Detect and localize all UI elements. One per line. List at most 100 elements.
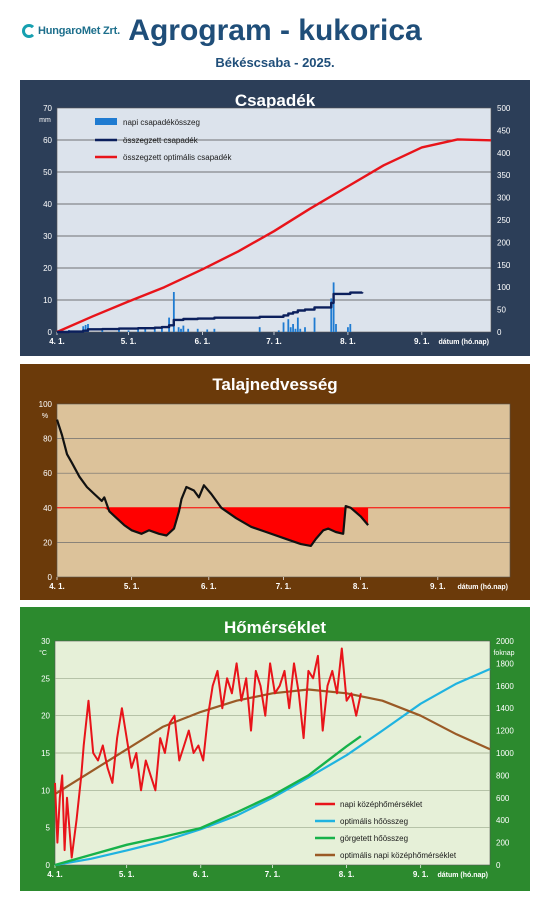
logo: HungaroMet Zrt. bbox=[22, 24, 120, 38]
rain-bar bbox=[177, 327, 180, 332]
rain-bar bbox=[347, 327, 349, 332]
soil-panel: Talajnedvesség 0 20 40 60 80 100 4. 1. 5. 1. 6. 1… bbox=[20, 364, 530, 600]
page-subtitle: Békéscsaba - 2025. bbox=[215, 55, 335, 70]
rain-plot-area bbox=[56, 107, 492, 333]
legend-label: napi középhőmérséklet bbox=[340, 800, 423, 809]
rain-title: Csapadék bbox=[235, 91, 316, 110]
optimal-heat-sum-line bbox=[54, 667, 491, 867]
rain-bar bbox=[161, 327, 163, 332]
temp-ytick-label: 20 bbox=[41, 712, 50, 721]
temp-ylabel-right: foknap bbox=[493, 650, 514, 657]
rain-ytick-right-label: 300 bbox=[497, 194, 511, 203]
temp-ytick-label: 10 bbox=[41, 786, 50, 795]
rain-ytick-label: 60 bbox=[43, 136, 52, 145]
rain-ylabel: mm bbox=[39, 117, 51, 124]
soil-xtick-label: 4. 1. bbox=[49, 582, 65, 591]
rain-bar bbox=[332, 282, 335, 332]
rain-ytick-label: 20 bbox=[43, 264, 52, 273]
rain-ytick-right-label: 350 bbox=[497, 171, 511, 180]
soil-xtick-label: 9. 1. bbox=[430, 582, 446, 591]
rain-bar bbox=[196, 328, 199, 332]
temp-ytick-label: 5 bbox=[46, 824, 51, 833]
rain-bar bbox=[258, 327, 261, 332]
rain-xtick-label: 6. 1. bbox=[195, 337, 211, 346]
rain-bar bbox=[292, 324, 294, 332]
temp-xtick-label: 5. 1. bbox=[119, 870, 135, 879]
rain-ytick-label: 10 bbox=[43, 296, 52, 305]
rain-bar bbox=[144, 328, 147, 332]
rain-bar bbox=[206, 329, 209, 332]
temp-panel: Hőmérséklet 0 5 10 15 20 25 30 0 200 400 600 800 1000… bbox=[20, 607, 530, 891]
temp-ylabel: °C bbox=[39, 649, 47, 657]
rain-ytick-right-label: 250 bbox=[497, 216, 511, 225]
temp-ytick-label: 30 bbox=[41, 637, 50, 646]
daily-mean-temp-line bbox=[54, 647, 362, 859]
legend-label: optimális napi középhőmérséklet bbox=[340, 851, 457, 860]
soil-ylabel: % bbox=[42, 413, 48, 420]
temp-ytick-right-label: 400 bbox=[496, 816, 510, 825]
rain-bar bbox=[180, 328, 182, 332]
rain-bar bbox=[153, 328, 156, 332]
rain-ytick-label: 30 bbox=[43, 232, 52, 241]
rain-bar bbox=[277, 330, 280, 332]
soil-xtick-label: 5. 1. bbox=[124, 582, 140, 591]
rain-xtick-label: 5. 1. bbox=[121, 337, 137, 346]
rain-bar bbox=[289, 327, 292, 332]
rain-bar bbox=[84, 324, 87, 332]
rain-bar bbox=[304, 327, 306, 332]
temp-xtick-label: 4. 1. bbox=[47, 870, 63, 879]
temp-ytick-right-label: 1400 bbox=[496, 704, 514, 713]
temp-ytick-label: 25 bbox=[41, 674, 50, 683]
temp-ytick-right-label: 800 bbox=[496, 771, 510, 780]
rain-xtick-label: 9. 1. bbox=[414, 337, 430, 346]
rain-ytick-right-label: 400 bbox=[497, 149, 511, 158]
rain-bar bbox=[172, 292, 175, 332]
rain-bar bbox=[101, 329, 104, 332]
soil-xlabel: dátum (hó.nap) bbox=[457, 584, 508, 591]
rain-panel: Csapadék 0 10 20 30 40 50 60 70 0 50 100 150 200 250 30… bbox=[20, 80, 530, 356]
temp-ytick-label: 0 bbox=[46, 861, 51, 870]
rain-ytick-right-label: 200 bbox=[497, 238, 511, 247]
rain-bar bbox=[296, 317, 299, 332]
rain-bar bbox=[282, 322, 285, 332]
temp-ytick-right-label: 600 bbox=[496, 794, 510, 803]
soil-xtick-label: 7. 1. bbox=[276, 582, 292, 591]
rain-bar bbox=[299, 328, 302, 332]
temp-xtick-label: 7. 1. bbox=[265, 870, 281, 879]
rain-bar bbox=[213, 328, 216, 332]
legend-label: összegzett optimális csapadék bbox=[123, 153, 233, 162]
temp-xtick-label: 8. 1. bbox=[339, 870, 355, 879]
rain-bar bbox=[182, 325, 185, 332]
temp-ytick-right-label: 1200 bbox=[496, 727, 514, 736]
rain-bar bbox=[349, 324, 352, 332]
rain-bar bbox=[82, 326, 85, 332]
temp-xtick-label: 9. 1. bbox=[413, 870, 429, 879]
temp-title: Hőmérséklet bbox=[224, 618, 326, 637]
soil-ytick-label: 40 bbox=[43, 504, 52, 513]
soil-chart: Talajnedvesség 0 20 40 60 80 100 4. 1. 5. 1. 6. 1… bbox=[39, 375, 511, 591]
rolling-heat-sum-line bbox=[54, 735, 362, 867]
temp-ytick-right-label: 1000 bbox=[496, 749, 514, 758]
rain-ytick-right-label: 100 bbox=[497, 283, 511, 292]
header: HungaroMet Zrt. Agrogram - kukorica Béké… bbox=[0, 0, 550, 78]
soil-xtick-label: 6. 1. bbox=[201, 582, 217, 591]
soil-title: Talajnedvesség bbox=[212, 375, 337, 394]
rain-bar bbox=[330, 298, 333, 332]
soil-moisture-line bbox=[55, 419, 369, 547]
page-title: Agrogram - kukorica bbox=[128, 14, 422, 47]
soil-ytick-label: 0 bbox=[48, 573, 53, 582]
rain-ytick-right-label: 150 bbox=[497, 261, 511, 270]
temp-xtick-label: 6. 1. bbox=[193, 870, 209, 879]
rain-bar bbox=[137, 328, 139, 332]
rain-bar bbox=[127, 330, 130, 332]
soil-deficit-area bbox=[57, 507, 369, 546]
temp-ytick-right-label: 200 bbox=[496, 839, 510, 848]
temp-chart: Hőmérséklet 0 5 10 15 20 25 30 0 200 400 600 800 1000… bbox=[39, 618, 515, 879]
soil-ytick-label: 80 bbox=[43, 435, 52, 444]
rain-ytick-right-label: 50 bbox=[497, 306, 506, 315]
rain-xlabel: dátum (hó.nap) bbox=[438, 339, 489, 346]
temp-ytick-right-label: 1600 bbox=[496, 682, 514, 691]
temp-ytick-right-label: 1800 bbox=[496, 659, 514, 668]
soil-ytick-label: 20 bbox=[43, 538, 52, 547]
rain-bar bbox=[87, 324, 89, 332]
